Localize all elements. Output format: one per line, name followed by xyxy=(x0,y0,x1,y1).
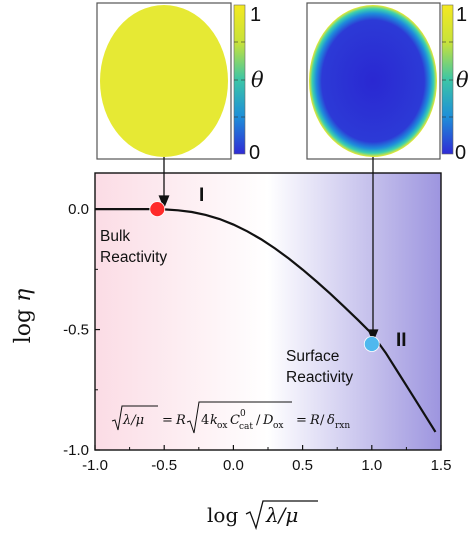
colorbar-bulk-max: 1 xyxy=(250,4,261,26)
x-tick-label: 0.0 xyxy=(223,457,244,474)
surface-label-line1: Surface xyxy=(286,348,339,365)
svg-text:λ/μ: λ/μ xyxy=(122,413,144,428)
colorbar-bulk-min: 0 xyxy=(249,142,260,164)
svg-text:/: / xyxy=(256,413,261,428)
surface-oval xyxy=(309,5,437,157)
svg-text:cat: cat xyxy=(239,422,253,432)
svg-text:k: k xyxy=(210,413,218,428)
y-tick-label: -0.5 xyxy=(63,322,89,339)
bulk-label-line1: Bulk xyxy=(100,228,130,245)
svg-text:rxn: rxn xyxy=(335,421,350,431)
svg-text:log: log xyxy=(207,503,238,527)
series-line xyxy=(95,208,437,433)
arrow-bulk-head xyxy=(158,195,170,209)
x-tick-label: 1.5 xyxy=(431,457,452,474)
svg-text:R: R xyxy=(175,413,186,428)
colorbar-surface xyxy=(441,4,454,155)
svg-text:=: = xyxy=(162,413,173,428)
bulk-oval xyxy=(100,5,228,157)
x-tick-label: 1.0 xyxy=(361,457,382,474)
colorbar-surface-min: 0 xyxy=(455,142,466,164)
svg-text:4: 4 xyxy=(201,413,209,428)
bulk-point xyxy=(149,201,166,218)
inset-bulk-panel: 1 θ 0 xyxy=(96,2,264,164)
plot-background xyxy=(95,173,441,450)
svg-text:δ: δ xyxy=(327,413,335,428)
colorbar-surface-max: 1 xyxy=(456,4,467,26)
svg-text:D: D xyxy=(262,413,274,428)
bulk-label-line2: Reactivity xyxy=(100,249,167,266)
svg-text:0: 0 xyxy=(240,409,246,419)
equation: λ/μ = R 4 k ox C 0 cat / D ox = R / δ rx… xyxy=(111,401,350,434)
x-tick-label: 0.5 xyxy=(292,457,313,474)
svg-text:ox: ox xyxy=(217,421,228,431)
y-tick-label: 0.0 xyxy=(68,201,89,218)
surface-label-line2: Reactivity xyxy=(286,369,353,386)
region-label-1: I xyxy=(199,185,204,206)
svg-text:λ/μ: λ/μ xyxy=(265,503,298,527)
colorbar-surface-ticks xyxy=(442,41,453,118)
x-tick-label: -1.0 xyxy=(82,457,108,474)
svg-text:C: C xyxy=(230,413,240,428)
colorbar-bulk-ticks xyxy=(234,41,245,118)
colorbar-bulk xyxy=(233,4,246,155)
y-tick-label: -1.0 xyxy=(63,442,89,459)
y-axis-label: log η xyxy=(11,289,36,344)
surface-point xyxy=(363,336,380,352)
region-label-2: II xyxy=(396,330,407,351)
inset-surface-panel: 1 θ 0 xyxy=(306,2,469,164)
svg-text:/: / xyxy=(320,413,325,428)
x-tick-label: -0.5 xyxy=(151,457,177,474)
x-axis-label: log λ/μ xyxy=(207,500,318,531)
svg-text:=: = xyxy=(296,413,307,428)
colorbar-bulk-label: θ xyxy=(251,68,264,92)
svg-text:ox: ox xyxy=(273,421,284,431)
colorbar-surface-label: θ xyxy=(456,68,469,92)
svg-text:R: R xyxy=(309,413,320,428)
svg-text:log η: log η xyxy=(11,289,36,344)
